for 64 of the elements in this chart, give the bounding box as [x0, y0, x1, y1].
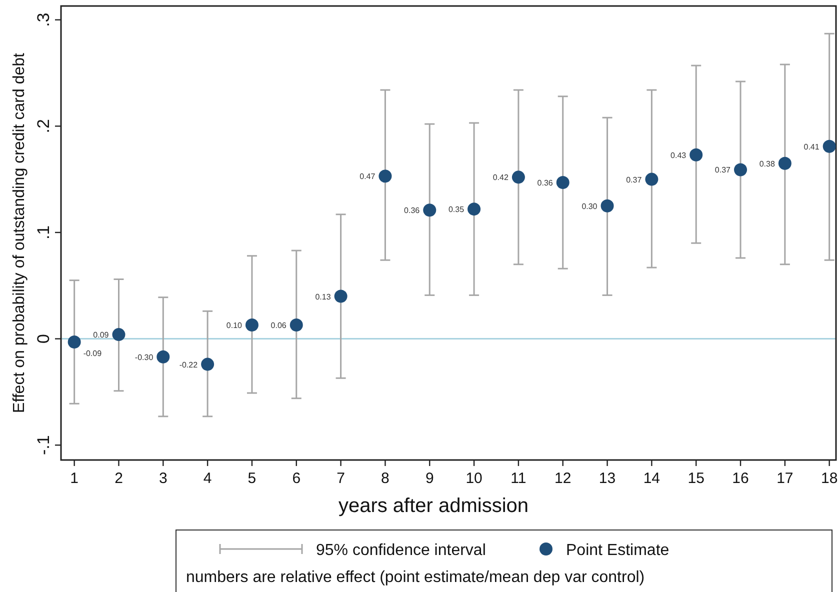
point [423, 204, 436, 217]
point [290, 318, 303, 332]
point [645, 172, 658, 186]
annotation: 0.37 [626, 175, 642, 184]
x-tick-label: 1 [70, 470, 78, 487]
annotation: 0.38 [759, 159, 776, 168]
point [822, 140, 836, 153]
y-tick-label: .2 [34, 119, 53, 134]
x-tick-label: 9 [425, 470, 434, 487]
x-tick-label: 3 [158, 470, 168, 487]
x-tick-label: 8 [381, 470, 390, 487]
point [690, 148, 703, 162]
y-tick-label: .1 [34, 225, 53, 240]
x-tick-label: 16 [732, 470, 749, 487]
point [734, 163, 748, 176]
point [378, 170, 392, 183]
annotation: 0.41 [804, 142, 820, 152]
annotation: 0.09 [93, 330, 110, 340]
x-tick-label: 17 [776, 470, 794, 487]
point [112, 328, 126, 342]
annotation: 0.30 [582, 202, 598, 211]
point [512, 170, 525, 184]
x-tick-label: 5 [248, 470, 256, 487]
y-tick-label: -.1 [34, 435, 53, 456]
annotation: 0.35 [448, 205, 465, 214]
point [556, 176, 570, 189]
x-tick-label: 15 [688, 470, 704, 487]
point [68, 335, 81, 348]
text: numbers are relative effect (point estimate/mean dep var control) [186, 569, 645, 586]
x-tick-label: 7 [336, 470, 345, 487]
y-axis-title: Effect on probability of outstanding credit card debt [11, 52, 28, 413]
text: 95% confidence interval [316, 542, 486, 559]
annotation: -0.09 [83, 348, 102, 358]
legend-label: Point Estimate [566, 542, 670, 559]
y-tick-label: .3 [34, 12, 53, 27]
point [245, 318, 258, 332]
annotation: 0.10 [226, 320, 243, 330]
annotation: 0.42 [492, 173, 509, 182]
x-tick-label: 6 [292, 470, 301, 487]
annotation: 0.43 [670, 150, 687, 160]
x-tick-label: 10 [466, 470, 482, 487]
point [778, 156, 792, 170]
x-tick-label: 12 [554, 470, 572, 487]
annotation: -0.22 [179, 360, 198, 370]
annotation: 0.13 [315, 292, 332, 302]
annotation: 0.47 [360, 172, 376, 182]
point [600, 199, 614, 212]
point [201, 358, 214, 371]
annotation: 0.06 [270, 320, 287, 330]
x-tick-label: 11 [510, 470, 526, 487]
x-tick-label: 2 [114, 470, 123, 487]
annotation: -0.30 [134, 352, 154, 362]
y-tick-label: 0 [34, 334, 53, 344]
x-tick-label: 4 [203, 470, 212, 487]
point [468, 202, 481, 216]
x-axis-title: years after admission [338, 495, 529, 517]
x-tick-label: 14 [643, 470, 660, 487]
point [334, 290, 348, 303]
annotation: 0.37 [714, 166, 732, 175]
x-tick-label: 13 [598, 470, 616, 487]
point [156, 350, 170, 364]
annotation: 0.36 [404, 206, 420, 216]
x-tick-label: 18 [820, 470, 838, 487]
annotation: 0.36 [537, 178, 554, 188]
